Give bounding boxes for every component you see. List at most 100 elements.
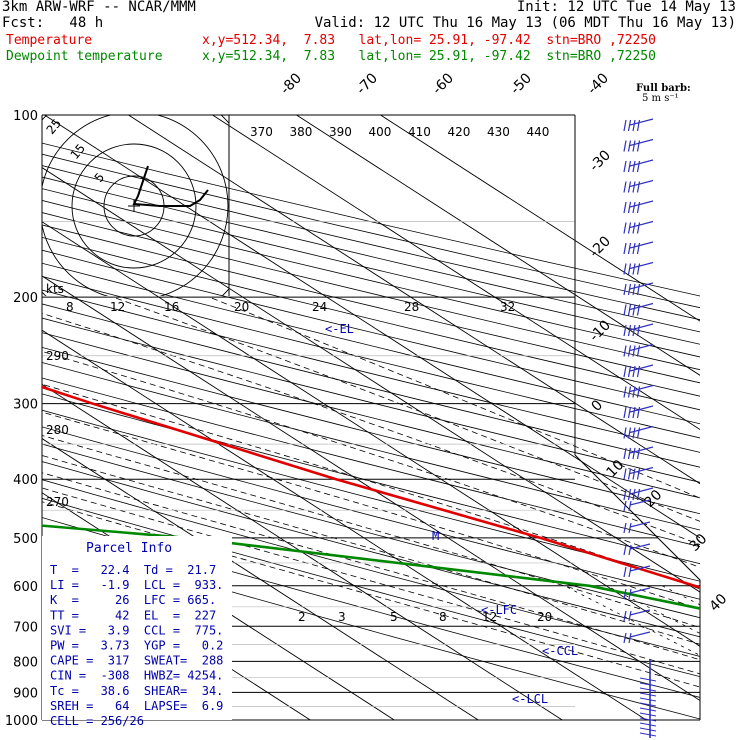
wind-barb-shaft <box>629 565 651 572</box>
theta-side-label: 280 <box>46 423 69 437</box>
wind-barb-flag <box>627 365 632 378</box>
wind-barb-flag <box>636 386 641 398</box>
moist-adiabat <box>42 312 700 546</box>
parcel-info-row: TT = 42 EL = 227 <box>50 608 216 622</box>
wind-barb-flag <box>627 427 632 439</box>
wind-barb-flag <box>623 242 627 255</box>
wind-barb-flag <box>636 160 641 173</box>
parcel-info-row: T = 22.4 Td = 21.7 <box>50 563 216 577</box>
theta-label: 400 <box>369 125 392 139</box>
mixing-ratio-label: 3 <box>338 610 346 624</box>
mixing-ratio-label: 2 <box>298 610 306 624</box>
speed-scale-label: 12 <box>110 300 125 314</box>
temperature-label: 30 <box>687 531 711 555</box>
isotherm <box>380 115 700 322</box>
dry-adiabat <box>42 393 700 565</box>
wind-barb-flag <box>623 566 627 578</box>
wind-barb-flag <box>623 222 627 234</box>
speed-scale-label: 16 <box>164 300 179 314</box>
wind-barb-shaft <box>629 220 654 229</box>
theta-label: 380 <box>290 125 313 139</box>
wind-barb-flag <box>636 304 641 316</box>
speed-scale-label: 32 <box>500 300 515 314</box>
wind-barb-flag <box>632 119 636 132</box>
parcel-level-marker: <-LCL <box>512 692 548 706</box>
pressure-label: 600 <box>13 580 38 595</box>
wind-barb-flag <box>632 304 636 316</box>
wind-barb-flag <box>632 242 636 255</box>
parcel-info-row: SVI = 3.9 CCL = 775. <box>50 623 223 637</box>
wind-barb-flag <box>623 263 627 275</box>
parcel-level-marker: M <box>432 529 439 543</box>
low-level-barb <box>639 682 657 687</box>
wind-barb-flag <box>623 386 627 398</box>
wind-barb-flag <box>636 263 641 275</box>
wind-barb-flag <box>627 160 632 173</box>
pressure-label: 1000 <box>5 714 38 729</box>
wind-barb-flag <box>627 345 632 357</box>
pressure-label: 800 <box>13 655 38 670</box>
barb-legend-title: Full barb: <box>636 83 691 94</box>
low-level-barb <box>639 732 657 737</box>
wind-barb-flag <box>627 140 632 152</box>
theta-side-label: 290 <box>46 349 69 363</box>
wind-barb-flag <box>623 283 627 296</box>
wind-barb-flag <box>627 324 632 337</box>
wind-barb-flag <box>623 324 627 337</box>
wind-barb-flag <box>623 488 627 501</box>
wind-barb-flag <box>636 181 641 193</box>
temperature-label: 40 <box>707 591 731 615</box>
low-level-barb <box>639 692 657 697</box>
parcel-info-row: SREH = 64 LAPSE= 6.9 <box>50 699 223 713</box>
axis-labels: 100 200 300 400 500 600 700 800 900 1000 -80 -70 -60… <box>5 70 731 729</box>
wind-barb-flag <box>632 488 636 501</box>
pressure-label: 100 <box>13 109 38 124</box>
hodograph-ring-label: 15 <box>68 141 89 162</box>
isotherm <box>212 115 700 431</box>
wind-barb-flag <box>627 181 632 193</box>
mixing-ratio-label: 8 <box>439 610 447 624</box>
wind-barb-shaft <box>629 200 654 208</box>
speed-scale-label: 24 <box>312 300 327 314</box>
wind-barb-flag <box>628 522 632 534</box>
wind-barb-flag <box>627 222 632 234</box>
parcel-info-row: CIN = -308 HWBZ= 4254. <box>50 669 223 683</box>
pressure-label: 200 <box>13 291 38 306</box>
wind-barb-flag <box>632 427 636 439</box>
theta-label: 430 <box>487 125 510 139</box>
wind-barb-flag <box>636 201 641 214</box>
wind-barb-flag <box>628 588 632 600</box>
wind-barb-flag <box>636 447 641 460</box>
theta-label: 440 <box>527 125 550 139</box>
wind-barb-flag <box>623 201 627 214</box>
temperature-label: -20 <box>587 233 614 260</box>
wind-barb-flag <box>627 119 632 132</box>
temperature-label: -70 <box>354 70 381 97</box>
wind-barb-flag <box>636 140 641 152</box>
wind-barb-shaft <box>629 261 654 270</box>
isotherm <box>42 329 647 720</box>
wind-barb-shaft <box>629 159 654 167</box>
wind-barb-flag <box>636 242 641 255</box>
wind-barb-flag <box>623 119 627 132</box>
pressure-label: 400 <box>13 473 38 488</box>
wind-barb-flag <box>623 500 627 512</box>
wind-barb-flag <box>623 588 627 600</box>
wind-barb-flag <box>627 304 632 316</box>
isotherm <box>128 115 700 485</box>
wind-barb-flag <box>627 242 632 255</box>
wind-barb-flag <box>628 632 632 644</box>
pressure-label: 700 <box>13 620 38 635</box>
dry-adiabat <box>42 409 700 582</box>
wind-barb-flag <box>636 427 641 439</box>
pressure-label: 300 <box>13 398 38 413</box>
wind-barb-flag <box>627 283 632 296</box>
wind-barb-flag <box>636 406 641 419</box>
pressure-label: 900 <box>13 686 38 701</box>
parcel-info-row: CELL = 256/26 <box>50 714 144 728</box>
mixing-ratio-label: 5 <box>390 610 398 624</box>
wind-barb-flag <box>632 386 636 398</box>
speed-scale-label: 20 <box>234 300 249 314</box>
wind-barb-flag <box>636 488 641 501</box>
parcel-info-box: Parcel Info T = 22.4 Td = 21.7LI = -1.9 … <box>42 536 232 728</box>
